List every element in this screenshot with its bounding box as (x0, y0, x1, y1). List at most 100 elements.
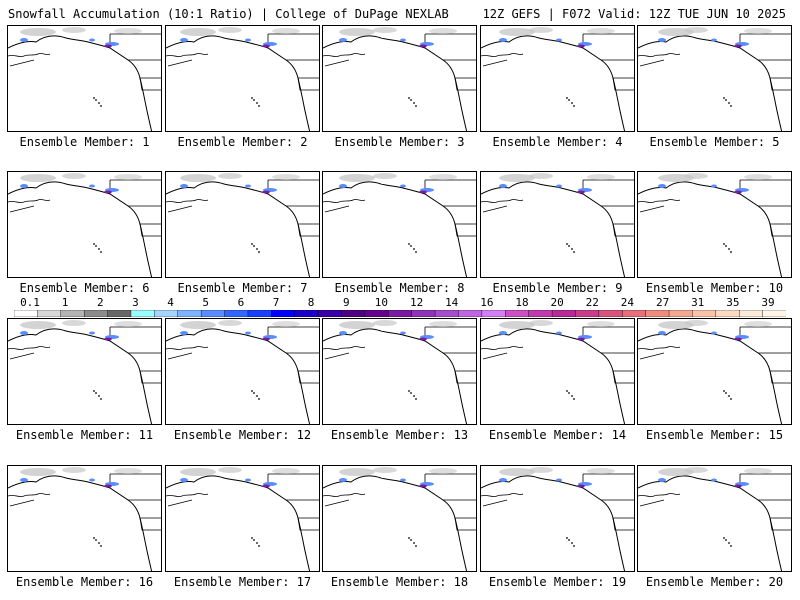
ensemble-member-caption: Ensemble Member: 7 (177, 281, 308, 295)
ensemble-member-caption: Ensemble Member: 12 (173, 428, 312, 442)
chart-title-left: Snowfall Accumulation (10:1 Ratio) | Col… (8, 7, 449, 21)
map-graphic (638, 173, 791, 277)
legend-swatch (715, 310, 740, 317)
map-graphic (481, 173, 634, 277)
legend-tick-label: 24 (620, 296, 635, 309)
legend-swatch (317, 310, 343, 317)
legend-swatch (60, 310, 85, 317)
map-graphic (8, 173, 161, 277)
ensemble-map-16[interactable] (7, 465, 162, 572)
legend-swatch (130, 310, 155, 317)
ensemble-map-7[interactable] (165, 171, 320, 278)
legend-swatch (107, 310, 132, 317)
ensemble-map-19[interactable] (480, 465, 635, 572)
chart-title-right: 12Z GEFS | F072 Valid: 12Z TUE JUN 10 20… (482, 7, 786, 21)
ensemble-map-9[interactable] (480, 171, 635, 278)
ensemble-map-4[interactable] (480, 25, 635, 132)
legend-swatch (458, 310, 483, 317)
legend-swatch (14, 310, 38, 317)
ensemble-map-2[interactable] (165, 25, 320, 132)
map-graphic (166, 27, 319, 131)
ensemble-member-caption: Ensemble Member: 14 (488, 428, 627, 442)
ensemble-map-3[interactable] (322, 25, 477, 132)
map-graphic (323, 467, 476, 571)
ensemble-map-18[interactable] (322, 465, 477, 572)
ensemble-member-caption: Ensemble Member: 13 (330, 428, 469, 442)
ensemble-map-12[interactable] (165, 318, 320, 425)
legend-swatch (551, 310, 576, 317)
ensemble-map-17[interactable] (165, 465, 320, 572)
legend-tick-label: 7 (272, 296, 280, 309)
legend-tick-label: 31 (691, 296, 705, 309)
ensemble-member-caption: Ensemble Member: 16 (15, 575, 154, 589)
map-graphic (638, 27, 791, 131)
map-graphic (323, 320, 476, 424)
ensemble-member-caption: Ensemble Member: 18 (330, 575, 469, 589)
legend-tick-label: 6 (237, 296, 245, 309)
map-graphic (323, 173, 476, 277)
ensemble-member-caption: Ensemble Member: 19 (488, 575, 627, 589)
legend-swatch (154, 310, 179, 317)
legend-swatch (177, 310, 202, 317)
ensemble-member-caption: Ensemble Member: 8 (334, 281, 465, 295)
legend-swatch (83, 310, 109, 317)
legend-tick-label: 0.1 (20, 296, 40, 309)
legend-tick-label: 8 (307, 296, 315, 309)
legend-swatch (692, 310, 717, 317)
ensemble-member-caption: Ensemble Member: 4 (492, 135, 623, 149)
map-graphic (8, 320, 161, 424)
legend-swatch (411, 310, 436, 317)
map-graphic (638, 320, 791, 424)
legend-tick-label: 2 (96, 296, 104, 309)
map-graphic (638, 467, 791, 571)
legend-swatch (37, 310, 62, 317)
ensemble-map-11[interactable] (7, 318, 162, 425)
legend-swatch (224, 310, 249, 317)
ensemble-map-15[interactable] (637, 318, 792, 425)
map-graphic (481, 27, 634, 131)
ensemble-member-caption: Ensemble Member: 17 (173, 575, 312, 589)
legend-tick-label: 5 (202, 296, 209, 309)
ensemble-map-13[interactable] (322, 318, 477, 425)
ensemble-map-6[interactable] (7, 171, 162, 278)
legend-swatch (622, 310, 647, 317)
snowfall-legend-colorbar (14, 310, 786, 317)
legend-swatch (481, 310, 506, 317)
ensemble-member-caption: Ensemble Member: 6 (19, 281, 150, 295)
map-graphic (166, 173, 319, 277)
ensemble-member-caption: Ensemble Member: 9 (492, 281, 623, 295)
ensemble-member-caption: Ensemble Member: 10 (645, 281, 784, 295)
ensemble-map-1[interactable] (7, 25, 162, 132)
legend-labels: 0.1 1 2 3 4 5 6 7 8 9 10 12 14 16 18 20 22 24 27 31 35 39 (0, 296, 800, 310)
legend-swatch (388, 310, 413, 317)
ensemble-map-5[interactable] (637, 25, 792, 132)
ensemble-member-caption: Ensemble Member: 2 (177, 135, 308, 149)
legend-tick-label: 27 (655, 296, 670, 309)
ensemble-member-caption: Ensemble Member: 20 (645, 575, 784, 589)
ensemble-map-20[interactable] (637, 465, 792, 572)
legend-tick-label: 10 (374, 296, 389, 309)
legend-tick-label: 9 (342, 296, 350, 309)
legend-tick-label: 3 (132, 296, 139, 309)
legend-swatch (247, 310, 272, 317)
ensemble-map-8[interactable] (322, 171, 477, 278)
legend-tick-label: 39 (761, 296, 775, 309)
legend-tick-label: 4 (167, 296, 174, 309)
ensemble-map-14[interactable] (480, 318, 635, 425)
legend-tick-label: 1 (61, 296, 69, 309)
legend-swatch (364, 310, 389, 317)
ensemble-member-caption: Ensemble Member: 11 (15, 428, 154, 442)
legend-swatch (762, 310, 786, 317)
ensemble-map-10[interactable] (637, 171, 792, 278)
ensemble-member-caption: Ensemble Member: 5 (649, 135, 780, 149)
legend-tick-label: 18 (515, 296, 529, 309)
legend-swatch (434, 310, 459, 317)
map-graphic (481, 467, 634, 571)
legend-swatch (505, 310, 530, 317)
ensemble-member-caption: Ensemble Member: 15 (645, 428, 784, 442)
legend-swatch (200, 310, 226, 317)
legend-tick-label: 12 (409, 296, 424, 309)
legend-tick-label: 22 (585, 296, 599, 309)
map-graphic (481, 320, 634, 424)
legend-swatch (294, 310, 319, 317)
